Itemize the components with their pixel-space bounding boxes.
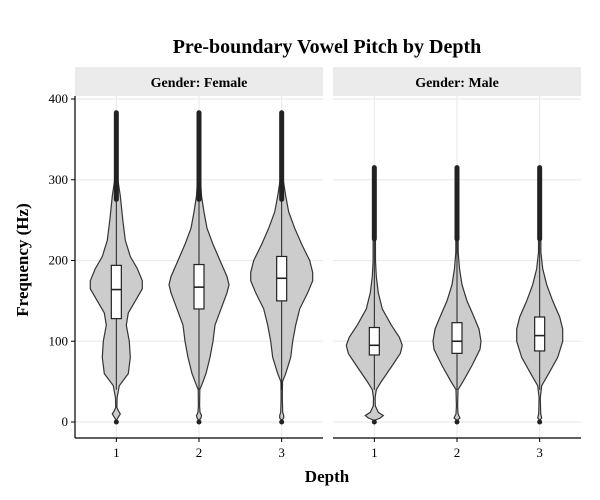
box (110, 264, 122, 320)
facet-panel: Gender: Female 0 100 200 300 400 1 2 3 (49, 67, 323, 460)
box (534, 316, 546, 352)
x-tick-label: 1 (371, 445, 378, 460)
y-tick-label: 400 (49, 91, 69, 106)
facet-panel: Gender: Male 1 2 3 (333, 67, 581, 460)
outlier-point (371, 419, 377, 425)
box (451, 322, 463, 354)
y-tick-label: 300 (49, 172, 69, 187)
y-tick-label: 200 (49, 253, 69, 268)
facet-strip (333, 67, 581, 96)
box (368, 326, 380, 356)
y-tick-label: 100 (49, 333, 69, 348)
chart-title: Pre-boundary Vowel Pitch by Depth (173, 36, 482, 58)
facet-strip (75, 67, 323, 96)
outlier-point (196, 419, 202, 425)
y-tick-label: 0 (62, 414, 69, 429)
x-tick-label: 2 (454, 445, 461, 460)
x-axis-title: Depth (305, 467, 350, 486)
x-tick-label: 3 (536, 445, 543, 460)
x-tick-label: 3 (278, 445, 285, 460)
x-tick-label: 1 (113, 445, 120, 460)
x-tick-label: 2 (196, 445, 203, 460)
facet-strip-label: Gender: Male (415, 76, 499, 91)
facet-strip-label: Gender: Female (151, 76, 248, 91)
outlier-point (279, 419, 285, 425)
y-axis-title: Frequency (Hz) (13, 203, 32, 316)
outlier-point (454, 419, 460, 425)
outlier-point (537, 419, 543, 425)
outlier-point (113, 419, 119, 425)
